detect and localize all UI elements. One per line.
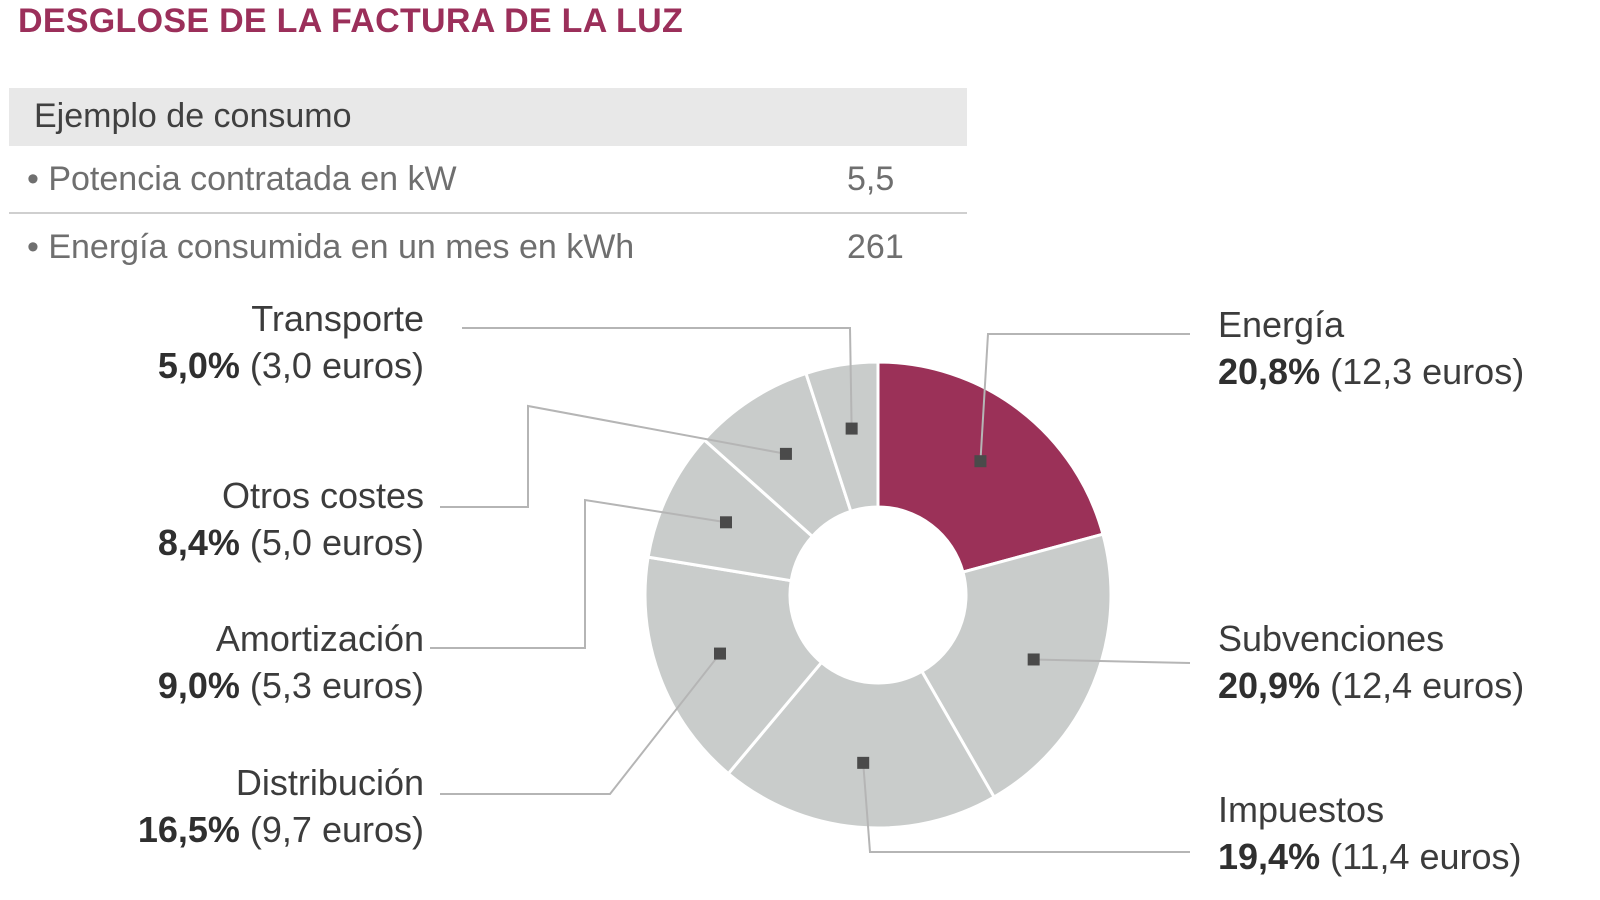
slice-label: Impuestos xyxy=(1218,789,1384,830)
slice-transporte xyxy=(804,360,880,514)
slice-euros: (5,3 euros) xyxy=(240,665,424,706)
slice-marker xyxy=(779,447,792,460)
slice-distribución xyxy=(643,555,824,776)
row-label: • Energía consumida en un mes en kWh xyxy=(27,228,635,266)
slice-percent: 8,4% xyxy=(158,522,240,563)
slice-euros: (12,3 euros) xyxy=(1320,351,1524,392)
leader-line xyxy=(440,652,721,795)
slice-percent: 20,9% xyxy=(1218,665,1320,706)
consumption-table: Ejemplo de consumo • Potencia contratada… xyxy=(9,88,967,280)
slice-marker xyxy=(857,756,870,769)
slice-percent: 16,5% xyxy=(138,809,240,850)
slice-percent: 20,8% xyxy=(1218,351,1320,392)
slice-marker xyxy=(845,422,858,435)
leader-line xyxy=(1033,658,1191,664)
slice-label: Distribución xyxy=(236,762,424,803)
leader-line xyxy=(862,762,1190,853)
table-row: • Energía consumida en un mes en kWh 261 xyxy=(9,214,967,280)
slice-euros: (9,7 euros) xyxy=(240,809,424,850)
slice-marker xyxy=(714,647,727,660)
slice-marker xyxy=(1027,653,1040,666)
row-value: 261 xyxy=(847,228,904,266)
slice-euros: (5,0 euros) xyxy=(240,522,424,563)
row-value: 5,5 xyxy=(847,160,895,198)
slice-subvenciones xyxy=(919,532,1113,800)
slice-percent: 5,0% xyxy=(158,345,240,386)
slice-energía xyxy=(876,360,1105,574)
slice-euros: (11,4 euros) xyxy=(1320,836,1521,877)
slice-value-label: 20,9% (12,4 euros) xyxy=(1218,665,1524,706)
slice-value-label: 5,0% (3,0 euros) xyxy=(158,345,424,386)
leader-line xyxy=(440,404,787,508)
leader-line xyxy=(979,333,1190,462)
chart-title: DESGLOSE DE LA FACTURA DE LA LUZ xyxy=(18,2,684,40)
slice-percent: 19,4% xyxy=(1218,836,1320,877)
slice-value-label: 20,8% (12,3 euros) xyxy=(1218,351,1524,392)
table-header: Ejemplo de consumo xyxy=(9,88,967,146)
slice-label: Otros costes xyxy=(222,475,424,516)
slice-marker xyxy=(719,516,732,529)
slice-label: Energía xyxy=(1218,304,1345,345)
slice-value-label: 16,5% (9,7 euros) xyxy=(138,809,424,850)
table-row: • Potencia contratada en kW 5,5 xyxy=(9,146,967,214)
row-label: • Potencia contratada en kW xyxy=(27,160,457,198)
slice-value-label: 19,4% (11,4 euros) xyxy=(1218,836,1522,877)
leader-line xyxy=(462,327,853,429)
slice-marker xyxy=(974,455,987,468)
slice-impuestos xyxy=(726,660,997,830)
slice-value-label: 8,4% (5,0 euros) xyxy=(158,522,424,563)
slice-label: Amortización xyxy=(216,618,424,659)
leader-line xyxy=(430,498,727,649)
slice-label: Subvenciones xyxy=(1218,618,1444,659)
slice-euros: (12,4 euros) xyxy=(1320,665,1524,706)
slice-euros: (3,0 euros) xyxy=(240,345,424,386)
slice-percent: 9,0% xyxy=(158,665,240,706)
slice-label: Transporte xyxy=(251,298,424,339)
slice-value-label: 9,0% (5,3 euros) xyxy=(158,665,424,706)
